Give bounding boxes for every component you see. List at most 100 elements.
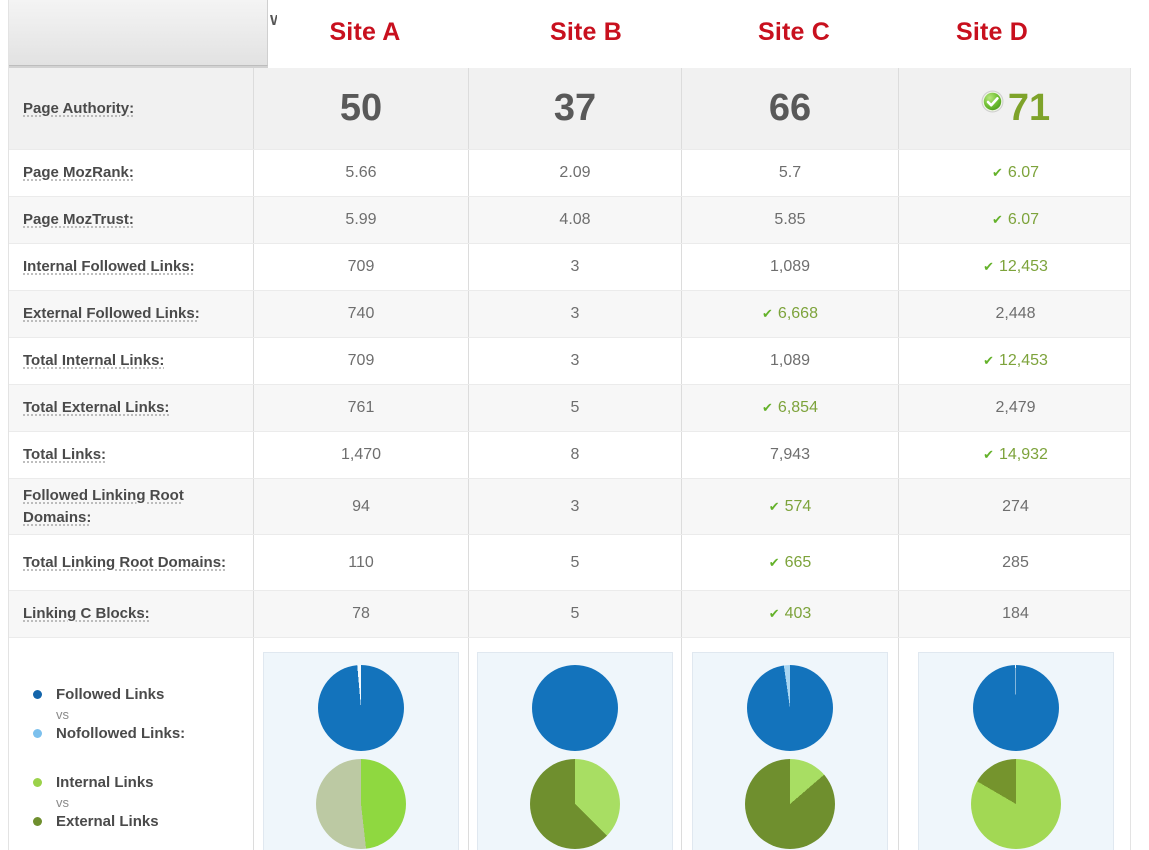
site-headers-overlay: W Site A Site B Site C Site D: [268, 0, 1132, 68]
site-b-followed-pie-chart: [532, 665, 618, 751]
metric-label: Page Authority:: [23, 99, 135, 117]
metric-label: Linking C Blocks:: [23, 605, 150, 623]
metric-label: Page MozTrust:: [23, 211, 134, 229]
metric-label: Total External Links:: [23, 399, 170, 417]
table-row: Followed Linking Root Domains: 94 3 ✔ 574…: [9, 479, 1130, 535]
site-d-header: Site D: [955, 18, 1029, 46]
metric-value: 5.7: [681, 150, 898, 196]
check-icon: ✔: [983, 353, 994, 368]
metric-value: 94: [253, 479, 468, 534]
metric-value: 3: [468, 291, 681, 337]
metric-value: 709: [253, 244, 468, 290]
check-icon: ✔: [768, 606, 780, 621]
table-row: Total External Links: 761 5 ✔ 6,854 2,479: [9, 385, 1130, 432]
legend-vs-label: vs: [56, 795, 69, 810]
metric-value-best: ✔ 12,453: [898, 338, 1132, 384]
check-badge-icon: [981, 90, 1004, 113]
site-c-header: Site C: [757, 18, 831, 46]
metric-value: 184: [898, 591, 1132, 637]
check-icon: ✔: [768, 498, 780, 514]
external-links-bullet-icon: [33, 817, 42, 826]
metric-label: Internal Followed Links:: [23, 258, 195, 276]
check-icon: ✔: [768, 554, 780, 570]
metric-value: 5: [468, 385, 681, 431]
table-row: Total Linking Root Domains: 110 5 ✔ 665 2…: [9, 535, 1130, 591]
metric-value-best: ✔ 665: [681, 535, 898, 590]
metric-value-best: 71: [898, 68, 1132, 149]
metric-value: 50: [253, 68, 468, 149]
table-row: External Followed Links: 740 3 ✔ 6,668 2,…: [9, 291, 1130, 338]
metric-value: 274: [898, 479, 1132, 534]
table-header: W Site A Site B Site C Site D: [9, 0, 1132, 68]
metric-value: 3: [468, 479, 681, 534]
metric-value-best: ✔ 6,854: [681, 385, 898, 431]
metric-value: 5: [468, 591, 681, 637]
metric-label: Total Links:: [23, 446, 107, 464]
metric-value: 5: [468, 535, 681, 590]
legend-item: Nofollowed Links:: [25, 723, 247, 744]
metric-label: Followed Linking Root Domains:: [23, 486, 184, 526]
site-b-header: Site B: [549, 18, 623, 46]
site-a-internal-external-pie-chart: [316, 759, 406, 849]
metric-value: 78: [253, 591, 468, 637]
check-icon: ✔: [983, 447, 994, 462]
legend-vs-label: vs: [56, 707, 69, 722]
metric-value: 3: [468, 244, 681, 290]
metric-label: Total Linking Root Domains:: [23, 553, 227, 571]
metric-value-best: ✔ 6,668: [681, 291, 898, 337]
metric-value-best: ✔ 6.07: [898, 150, 1132, 196]
metric-value-best: ✔ 12,453: [898, 244, 1132, 290]
metric-value: 1,089: [681, 338, 898, 384]
table-row: Page Authority: 50 37 66 71: [9, 68, 1130, 150]
clipped-text-fragment: W: [270, 12, 277, 29]
check-icon: ✔: [762, 306, 773, 321]
metric-value: 5.66: [253, 150, 468, 196]
metric-value: 761: [253, 385, 468, 431]
metric-label: External Followed Links:: [23, 305, 200, 323]
metric-value: 1,470: [253, 432, 468, 478]
metric-value: 740: [253, 291, 468, 337]
table-row: Internal Followed Links: 709 3 1,089 ✔ 12…: [9, 244, 1130, 291]
header-corner-cell: [9, 0, 268, 66]
metric-value: 37: [468, 68, 681, 149]
metric-value: 5.99: [253, 197, 468, 243]
pie-legend: Followed Links vs Nofollowed Links: Inte…: [9, 638, 253, 834]
metric-label: Total Internal Links:: [23, 352, 165, 370]
table-row: Page MozTrust: 5.99 4.08 5.85 ✔ 6.07: [9, 197, 1130, 244]
metric-value: 2,479: [898, 385, 1132, 431]
internal-links-bullet-icon: [33, 778, 42, 787]
metric-value: 3: [468, 338, 681, 384]
site-b-pie-cell: [468, 638, 681, 850]
site-c-internal-external-pie-chart: [745, 759, 835, 849]
pie-chart-box: [263, 652, 459, 850]
metric-value: 110: [253, 535, 468, 590]
legend-item: External Links: [25, 811, 247, 832]
metric-value: 2,448: [898, 291, 1132, 337]
site-b-internal-external-pie-chart: [530, 759, 620, 849]
metric-value-best: ✔ 403: [681, 591, 898, 637]
metric-value: 1,089: [681, 244, 898, 290]
site-d-pie-cell: [898, 638, 1132, 850]
metric-value: 4.08: [468, 197, 681, 243]
check-icon: ✔: [991, 165, 1003, 180]
table-row: Total Internal Links: 709 3 1,089 ✔ 12,45…: [9, 338, 1130, 385]
metric-value-best: ✔ 574: [681, 479, 898, 534]
followed-links-bullet-icon: [33, 690, 42, 699]
table-row: Total Links: 1,470 8 7,943 ✔ 14,932: [9, 432, 1130, 479]
site-a-pie-cell: [253, 638, 468, 850]
metric-value: 285: [898, 535, 1132, 590]
site-d-internal-external-pie-chart: [970, 759, 1061, 849]
site-c-pie-cell: [681, 638, 898, 850]
nofollowed-links-bullet-icon: [33, 729, 42, 738]
pie-chart-box: [917, 652, 1114, 850]
pie-chart-box: [477, 652, 673, 850]
metrics-comparison-table: W Site A Site B Site C Site D Page Autho…: [8, 0, 1132, 850]
metric-value-best: ✔ 14,932: [898, 432, 1132, 478]
table-row: Linking C Blocks: 78 5 ✔ 403 184: [9, 591, 1130, 638]
pie-charts-row: Followed Links vs Nofollowed Links: Inte…: [9, 638, 1130, 850]
metric-value: 2.09: [468, 150, 681, 196]
site-c-followed-pie-chart: [747, 665, 833, 751]
metric-label: Page MozRank:: [23, 164, 134, 182]
check-icon: ✔: [983, 259, 994, 274]
